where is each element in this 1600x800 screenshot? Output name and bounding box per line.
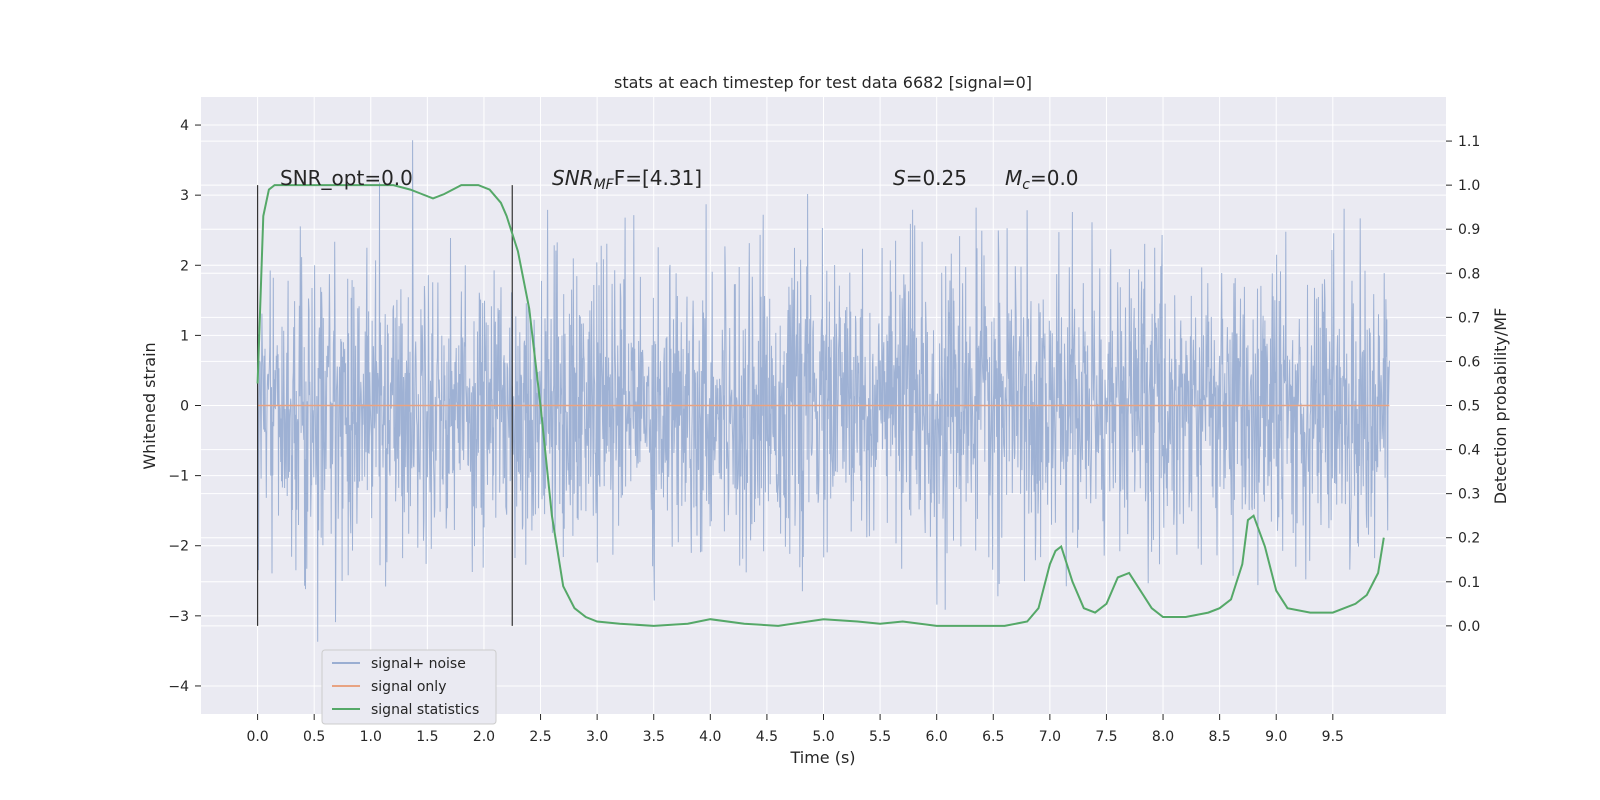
y-right-tick-label: 0.4: [1458, 443, 1480, 459]
x-tick-label: 7.0: [1039, 729, 1061, 745]
x-tick-label: 4.0: [699, 729, 721, 745]
y-right-tick-label: 0.8: [1458, 266, 1480, 282]
x-tick-label: 0.5: [303, 729, 325, 745]
mc-value: =0.0: [1030, 166, 1079, 190]
x-tick-label: 8.0: [1152, 729, 1174, 745]
y-right-tick-label: 1.1: [1458, 134, 1480, 150]
y-left-tick-label: 3: [180, 188, 189, 204]
y-left-tick-label: 2: [180, 258, 189, 274]
s-value: =0.25: [906, 166, 967, 190]
vertical-markers: [256, 185, 513, 626]
mc-symbol: M: [1005, 166, 1022, 190]
x-tick-label: 1.0: [360, 729, 382, 745]
y-left-tick-label: −3: [168, 609, 189, 625]
x-tick-label: 2.0: [473, 729, 495, 745]
y-right-tick-label: 0.5: [1458, 399, 1480, 415]
x-tick-label: 3.5: [643, 729, 665, 745]
x-tick-label: 2.5: [529, 729, 551, 745]
mc-subscript: c: [1022, 177, 1030, 193]
legend-label-signal-noise: signal+ noise: [371, 656, 466, 672]
snr-mf-subscript: MF: [594, 177, 615, 193]
y-right-tick-label: 1.0: [1458, 178, 1480, 194]
y-left-axis-ticks: −4 −3 −2 −1 0 1 2 3 4: [168, 118, 201, 695]
x-tick-label: 9.0: [1265, 729, 1287, 745]
y-left-tick-label: −2: [168, 539, 189, 555]
x-tick-label: 6.0: [926, 729, 948, 745]
snr-mf-prefix: SNR: [552, 166, 594, 190]
signal-statistics-line: [256, 184, 1385, 627]
s-annotation: S=0.25: [893, 166, 967, 190]
x-tick-label: 5.5: [869, 729, 891, 745]
y-right-tick-label: 0.2: [1458, 531, 1480, 547]
series-signal-statistics: [256, 184, 1385, 627]
s-symbol: S: [893, 166, 906, 190]
y-right-tick-label: 0.0: [1458, 619, 1480, 635]
x-tick-label: 5.0: [812, 729, 834, 745]
y-left-tick-label: 4: [180, 118, 189, 134]
x-tick-label: 8.5: [1209, 729, 1231, 745]
mc-annotation: Mc=0.0: [1005, 166, 1079, 193]
x-tick-label: 3.0: [586, 729, 608, 745]
snr-opt-annotation: SNR_opt=0.0: [280, 166, 413, 190]
y-right-axis-label: Detection probability/MF: [1491, 308, 1510, 505]
y-right-axis-ticks: 0.0 0.1 0.2 0.3 0.4 0.5 0.6 0.7 0.8 0.9 1.0 1.1: [1446, 134, 1480, 635]
y-right-tick-label: 0.6: [1458, 354, 1480, 370]
legend-label-signal-only: signal only: [371, 679, 446, 695]
x-tick-label: 9.5: [1322, 729, 1344, 745]
snr-mf-value: F=[4.31]: [614, 166, 702, 190]
y-right-tick-label: 0.3: [1458, 487, 1480, 503]
x-tick-label: 7.5: [1095, 729, 1117, 745]
legend-label-signal-statistics: signal statistics: [371, 702, 479, 718]
chart-title: stats at each timestep for test data 668…: [614, 73, 1032, 92]
x-tick-label: 4.5: [756, 729, 778, 745]
snr-mf-annotation: SNRMFF=[4.31]: [552, 166, 702, 193]
y-right-tick-label: 0.9: [1458, 222, 1480, 238]
y-right-tick-label: 0.1: [1458, 575, 1480, 591]
y-right-tick-label: 0.7: [1458, 310, 1480, 326]
y-left-tick-label: −1: [168, 469, 189, 485]
x-axis-label: Time (s): [789, 748, 855, 767]
series-signal-noise: [257, 140, 1390, 642]
x-tick-label: 0.0: [246, 729, 268, 745]
y-left-tick-label: 0: [180, 399, 189, 415]
x-tick-label: 1.5: [416, 729, 438, 745]
y-left-axis-label: Whitened strain: [140, 342, 159, 469]
x-axis-ticks: 0.0 0.5 1.0 1.5 2.0 2.5 3.0 3.5 4.0 4.5 5.0 5.5 6.0 6…: [246, 714, 1344, 745]
y-left-tick-label: −4: [168, 679, 189, 695]
x-tick-label: 6.5: [982, 729, 1004, 745]
y-left-tick-label: 1: [180, 328, 189, 344]
legend: signal+ noise signal only signal statist…: [321, 649, 497, 725]
legend-box: [321, 649, 497, 725]
signal-noise-line: [257, 140, 1390, 642]
